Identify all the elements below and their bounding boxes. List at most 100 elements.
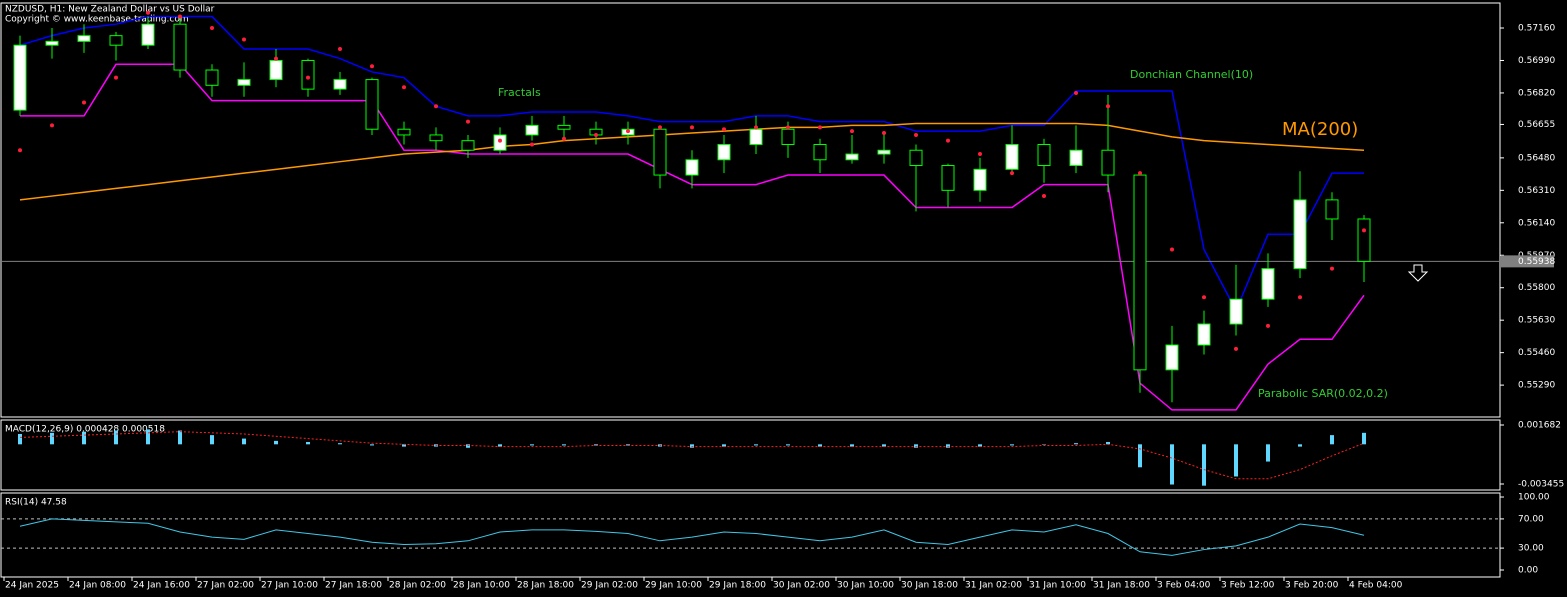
rsi-line [19, 518, 1365, 556]
macd-bar [146, 429, 150, 445]
macd-bar [114, 430, 118, 445]
panel-frame [0, 419, 1501, 491]
macd-bar [594, 444, 598, 446]
x-tick-label: 28 Jan 18:00 [517, 581, 574, 591]
y-tick-label: 0.57160 [1518, 24, 1555, 34]
y-tick-label: 0.56310 [1518, 186, 1555, 196]
candle-body [461, 140, 475, 151]
candle-body [525, 124, 539, 136]
macd-bar [946, 444, 950, 448]
y-tick-label: 0.55800 [1518, 283, 1555, 293]
sar-dot [82, 100, 86, 105]
x-tick-label: 27 Jan 10:00 [261, 581, 318, 591]
candle-body [173, 23, 187, 71]
indicator-label: Parabolic SAR(0.02,0.2) [1258, 387, 1388, 400]
x-tick-label: 30 Jan 02:00 [773, 581, 830, 591]
x-tick-label: 31 Jan 18:00 [1093, 581, 1150, 591]
macd-bar [1074, 443, 1078, 445]
last-price-label: 0.55938 [1518, 257, 1555, 267]
sar-dot [946, 138, 950, 143]
macd-bar [626, 444, 630, 446]
sar-dot [1234, 346, 1238, 351]
macd-bar [210, 435, 214, 445]
candle-body [397, 128, 411, 136]
sar-dot [882, 131, 886, 136]
candle-body [1069, 149, 1083, 167]
y-tick-label: 0.56140 [1518, 218, 1555, 228]
sar-dot [1362, 228, 1366, 233]
sar-dot [658, 125, 662, 130]
macd-bar [1010, 444, 1014, 446]
y-tick-label: 0.55630 [1518, 316, 1555, 326]
y-tick-label: 0.55460 [1518, 348, 1555, 358]
sar-dot [1042, 194, 1046, 199]
x-tick-label: 3 Feb 20:00 [1285, 581, 1339, 591]
x-tick-label: 28 Jan 10:00 [453, 581, 510, 591]
sar-dot [1330, 266, 1334, 271]
y-tick-label: 70.00 [1518, 514, 1544, 524]
chart-subtitle: Copyright © www.keenbase-trading.com [5, 15, 189, 25]
sar-dot [722, 127, 726, 132]
macd-bar [370, 444, 374, 446]
candle-body [685, 159, 699, 176]
candle-body [557, 124, 571, 130]
sar-dot [434, 104, 438, 109]
sar-dot [242, 37, 246, 42]
sar-dot [1106, 104, 1110, 109]
candle-body [781, 128, 795, 146]
y-tick-label: 0.56990 [1518, 56, 1555, 66]
x-tick-label: 24 Jan 16:00 [133, 581, 190, 591]
macd-bar [1298, 444, 1302, 447]
candle-body [749, 128, 763, 146]
macd-signal [19, 431, 1365, 480]
candle-body [1005, 144, 1019, 170]
sar-dot [562, 136, 566, 141]
sar-dot [114, 75, 118, 80]
candle-body [973, 168, 987, 191]
x-tick-label: 3 Feb 04:00 [1157, 581, 1211, 591]
sar-dot [402, 85, 406, 90]
panel-frame [0, 2, 1501, 418]
x-tick-label: 24 Jan 2025 [5, 581, 59, 591]
macd-bar [786, 444, 790, 446]
macd-bar [914, 444, 918, 448]
indicator-label: Fractals [498, 86, 541, 99]
sar-dot [210, 26, 214, 31]
y-tick-label: 0.56480 [1518, 153, 1555, 163]
macd-bar [498, 444, 502, 447]
macd-bar [690, 444, 694, 448]
sar-dot [178, 14, 182, 19]
y-tick-label: -0.003455 [1518, 480, 1564, 490]
macd-bar [1170, 444, 1174, 485]
macd-bar [850, 444, 854, 447]
macd-bar [306, 442, 310, 445]
macd-bar [1138, 444, 1142, 468]
macd-bar [402, 444, 406, 447]
macd-bar [466, 444, 470, 448]
macd-bar [1234, 444, 1238, 477]
macd-bar [1106, 442, 1110, 445]
macd-bar [882, 444, 886, 447]
candle-body [1165, 344, 1179, 371]
candle-body [1197, 323, 1211, 346]
sar-dot [1170, 247, 1174, 252]
x-tick-label: 31 Jan 10:00 [1029, 581, 1086, 591]
macd-bar [1202, 444, 1206, 486]
x-tick-label: 29 Jan 10:00 [645, 581, 702, 591]
candle-body [1101, 149, 1115, 176]
sar-dot [530, 142, 534, 147]
panel-frame [0, 492, 1501, 578]
y-tick-label: 0.56820 [1518, 88, 1555, 98]
macd-bar [82, 431, 86, 445]
sar-dot [850, 129, 854, 134]
sar-dot [498, 138, 502, 143]
macd-bar [338, 443, 342, 445]
x-tick-label: 29 Jan 18:00 [709, 581, 766, 591]
sar-dot [18, 148, 22, 153]
last-price-box [1501, 255, 1554, 268]
chart-title: NZDUSD, H1: New Zealand Dollar vs US Dol… [5, 5, 215, 15]
candle-body [365, 79, 379, 130]
sar-dot [978, 152, 982, 157]
sar-dot [1266, 323, 1270, 328]
